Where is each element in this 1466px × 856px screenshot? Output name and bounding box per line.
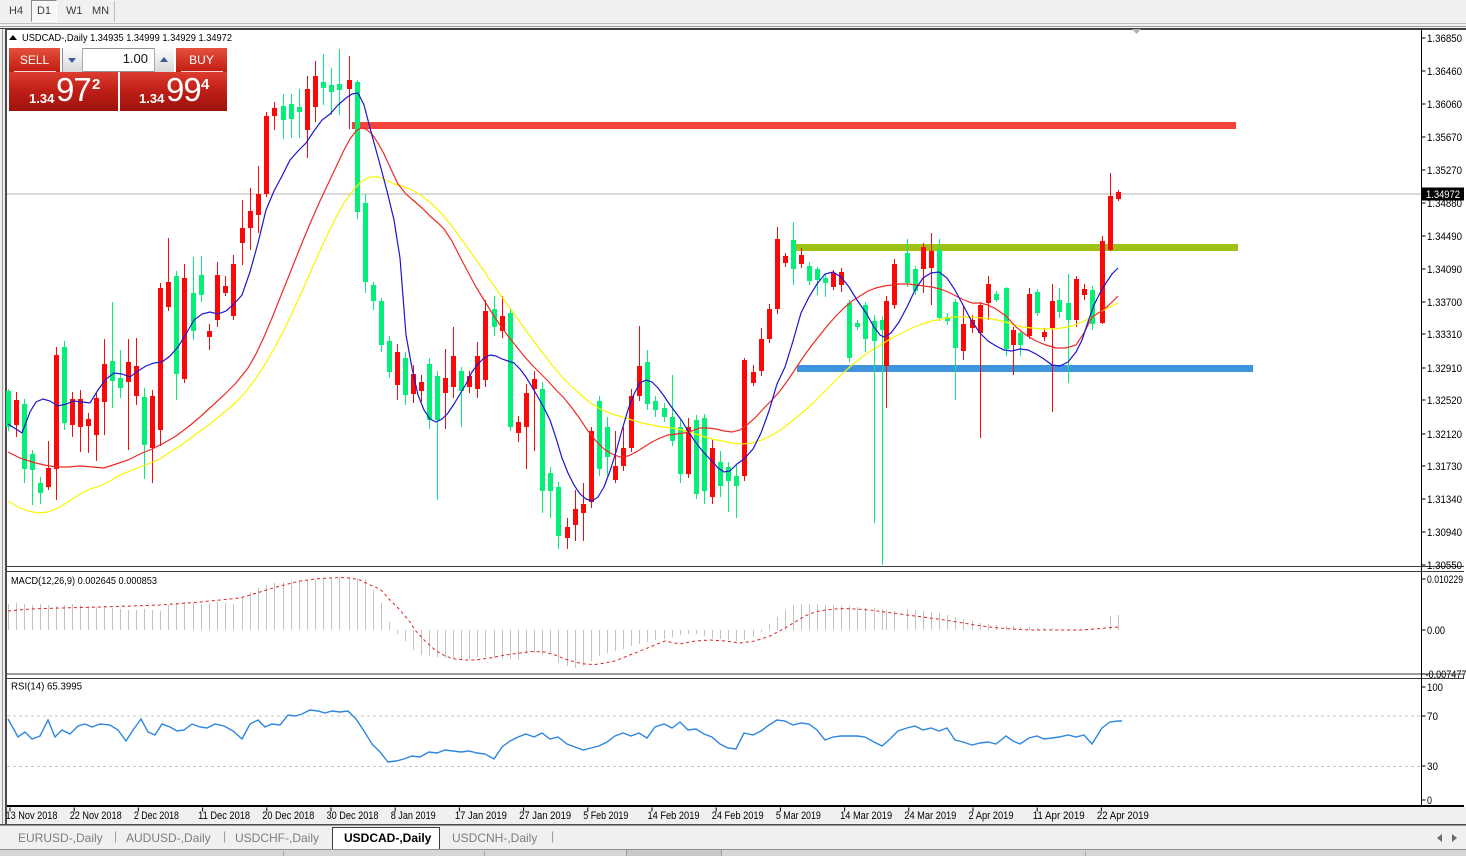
svg-text:1.34972: 1.34972 bbox=[1426, 189, 1460, 201]
svg-text:14 Mar 2019: 14 Mar 2019 bbox=[840, 810, 892, 822]
svg-text:14 Feb 2019: 14 Feb 2019 bbox=[648, 810, 700, 822]
svg-text:1.32520: 1.32520 bbox=[1427, 395, 1462, 407]
svg-text:24 Mar 2019: 24 Mar 2019 bbox=[904, 810, 956, 822]
svg-text:70: 70 bbox=[1427, 711, 1438, 723]
svg-text:1.30940: 1.30940 bbox=[1427, 527, 1462, 539]
svg-text:24 Feb 2019: 24 Feb 2019 bbox=[712, 810, 764, 822]
svg-text:5 Feb 2019: 5 Feb 2019 bbox=[583, 810, 628, 822]
svg-text:13 Nov 2018: 13 Nov 2018 bbox=[6, 810, 58, 822]
svg-text:1.32910: 1.32910 bbox=[1427, 363, 1462, 375]
svg-text:1.36060: 1.36060 bbox=[1427, 99, 1462, 111]
svg-text:22 Nov 2018: 22 Nov 2018 bbox=[70, 810, 122, 822]
svg-text:1.36460: 1.36460 bbox=[1427, 66, 1462, 78]
svg-text:RSI(14) 65.3995: RSI(14) 65.3995 bbox=[11, 681, 82, 693]
svg-text:2 Dec 2018: 2 Dec 2018 bbox=[134, 810, 179, 822]
svg-text:1.36850: 1.36850 bbox=[1427, 33, 1462, 45]
svg-text:1.33700: 1.33700 bbox=[1427, 297, 1462, 309]
svg-text:1.34880: 1.34880 bbox=[1427, 198, 1462, 210]
svg-text:1.31340: 1.31340 bbox=[1427, 494, 1462, 506]
svg-text:-0.007477: -0.007477 bbox=[1426, 669, 1466, 681]
svg-text:MACD(12,26,9) 0.002645 0.00085: MACD(12,26,9) 0.002645 0.000853 bbox=[11, 575, 157, 587]
svg-text:1.30550: 1.30550 bbox=[1427, 560, 1462, 572]
svg-text:USDCAD-,Daily 1.34935 1.34999: USDCAD-,Daily 1.34935 1.34999 1.34929 1.… bbox=[22, 32, 232, 44]
svg-text:27 Jan 2019: 27 Jan 2019 bbox=[519, 810, 571, 822]
svg-text:1.35670: 1.35670 bbox=[1427, 132, 1462, 144]
svg-text:1.32120: 1.32120 bbox=[1427, 429, 1462, 441]
svg-text:1.34090: 1.34090 bbox=[1427, 264, 1462, 276]
svg-text:20 Dec 2018: 20 Dec 2018 bbox=[262, 810, 314, 822]
svg-text:30 Dec 2018: 30 Dec 2018 bbox=[327, 810, 379, 822]
svg-text:5 Mar 2019: 5 Mar 2019 bbox=[776, 810, 821, 822]
svg-text:17 Jan 2019: 17 Jan 2019 bbox=[455, 810, 507, 822]
svg-text:11 Apr 2019: 11 Apr 2019 bbox=[1033, 810, 1085, 822]
svg-text:1.35270: 1.35270 bbox=[1427, 165, 1462, 177]
svg-text:100: 100 bbox=[1427, 682, 1443, 694]
svg-text:1.33310: 1.33310 bbox=[1427, 329, 1462, 341]
svg-text:0: 0 bbox=[1427, 795, 1432, 807]
svg-text:30: 30 bbox=[1427, 761, 1438, 773]
svg-text:2 Apr 2019: 2 Apr 2019 bbox=[969, 810, 1014, 822]
svg-text:22 Apr 2019: 22 Apr 2019 bbox=[1097, 810, 1149, 822]
svg-text:1.31730: 1.31730 bbox=[1427, 461, 1462, 473]
svg-text:0.010229: 0.010229 bbox=[1427, 574, 1463, 586]
svg-text:1.34490: 1.34490 bbox=[1427, 231, 1462, 243]
svg-text:8 Jan 2019: 8 Jan 2019 bbox=[391, 810, 436, 822]
svg-text:0.00: 0.00 bbox=[1427, 625, 1445, 637]
svg-text:11 Dec 2018: 11 Dec 2018 bbox=[198, 810, 250, 822]
